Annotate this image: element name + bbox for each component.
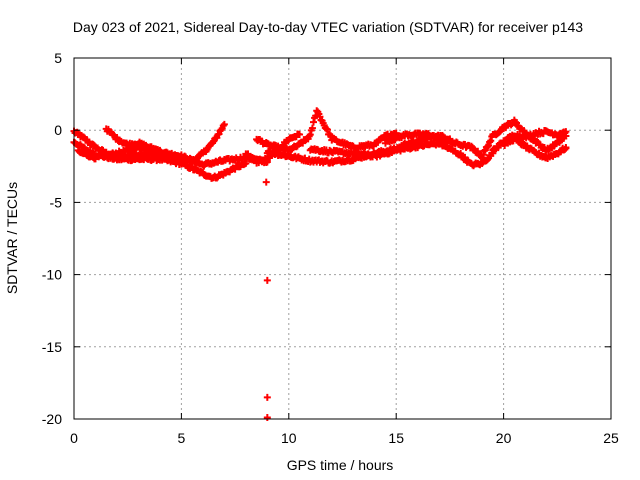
data-point (562, 128, 570, 136)
x-tick-label: 25 (603, 430, 619, 446)
data-point (296, 131, 304, 139)
outlier-point (262, 178, 270, 186)
x-axis-tick-labels: 0 5 10 15 20 25 (70, 430, 619, 446)
y-tick-label: -20 (42, 411, 62, 427)
grid-lines (74, 58, 611, 419)
x-axis-label: GPS time / hours (287, 457, 394, 473)
data-point (155, 148, 163, 156)
data-point (219, 122, 227, 130)
outlier-point (562, 144, 570, 152)
x-tick-label: 5 (178, 430, 186, 446)
data-point (242, 159, 250, 167)
data-point (323, 126, 331, 134)
y-tick-label: -5 (50, 194, 63, 210)
x-tick-label: 20 (496, 430, 512, 446)
chart-title: Day 023 of 2021, Sidereal Day-to-day VTE… (73, 19, 583, 35)
data-point (494, 144, 502, 152)
data-point (479, 151, 487, 159)
plot-frame (73, 57, 612, 420)
outlier-point (263, 393, 271, 401)
data-point (306, 131, 314, 139)
data-point (485, 142, 493, 150)
x-tick-label: 0 (70, 430, 78, 446)
x-tick-label: 15 (388, 430, 404, 446)
data-points (70, 107, 570, 422)
axis-ticks (73, 57, 612, 420)
data-point (486, 138, 494, 146)
data-point (220, 120, 228, 128)
y-tick-label: -10 (42, 267, 62, 283)
data-point (156, 146, 164, 154)
data-point (487, 137, 495, 145)
y-tick-label: 0 (54, 122, 62, 138)
data-point (308, 124, 316, 132)
y-tick-label: -15 (42, 339, 62, 355)
outlier-point (263, 414, 271, 422)
y-tick-label: 5 (54, 50, 62, 66)
y-axis-label: SDTVAR / TECUs (4, 182, 20, 294)
y-axis-tick-labels: 5 0 -5 -10 -15 -20 (42, 50, 62, 427)
x-tick-label: 10 (281, 430, 297, 446)
data-point (310, 118, 318, 126)
outlier-point (263, 276, 271, 284)
